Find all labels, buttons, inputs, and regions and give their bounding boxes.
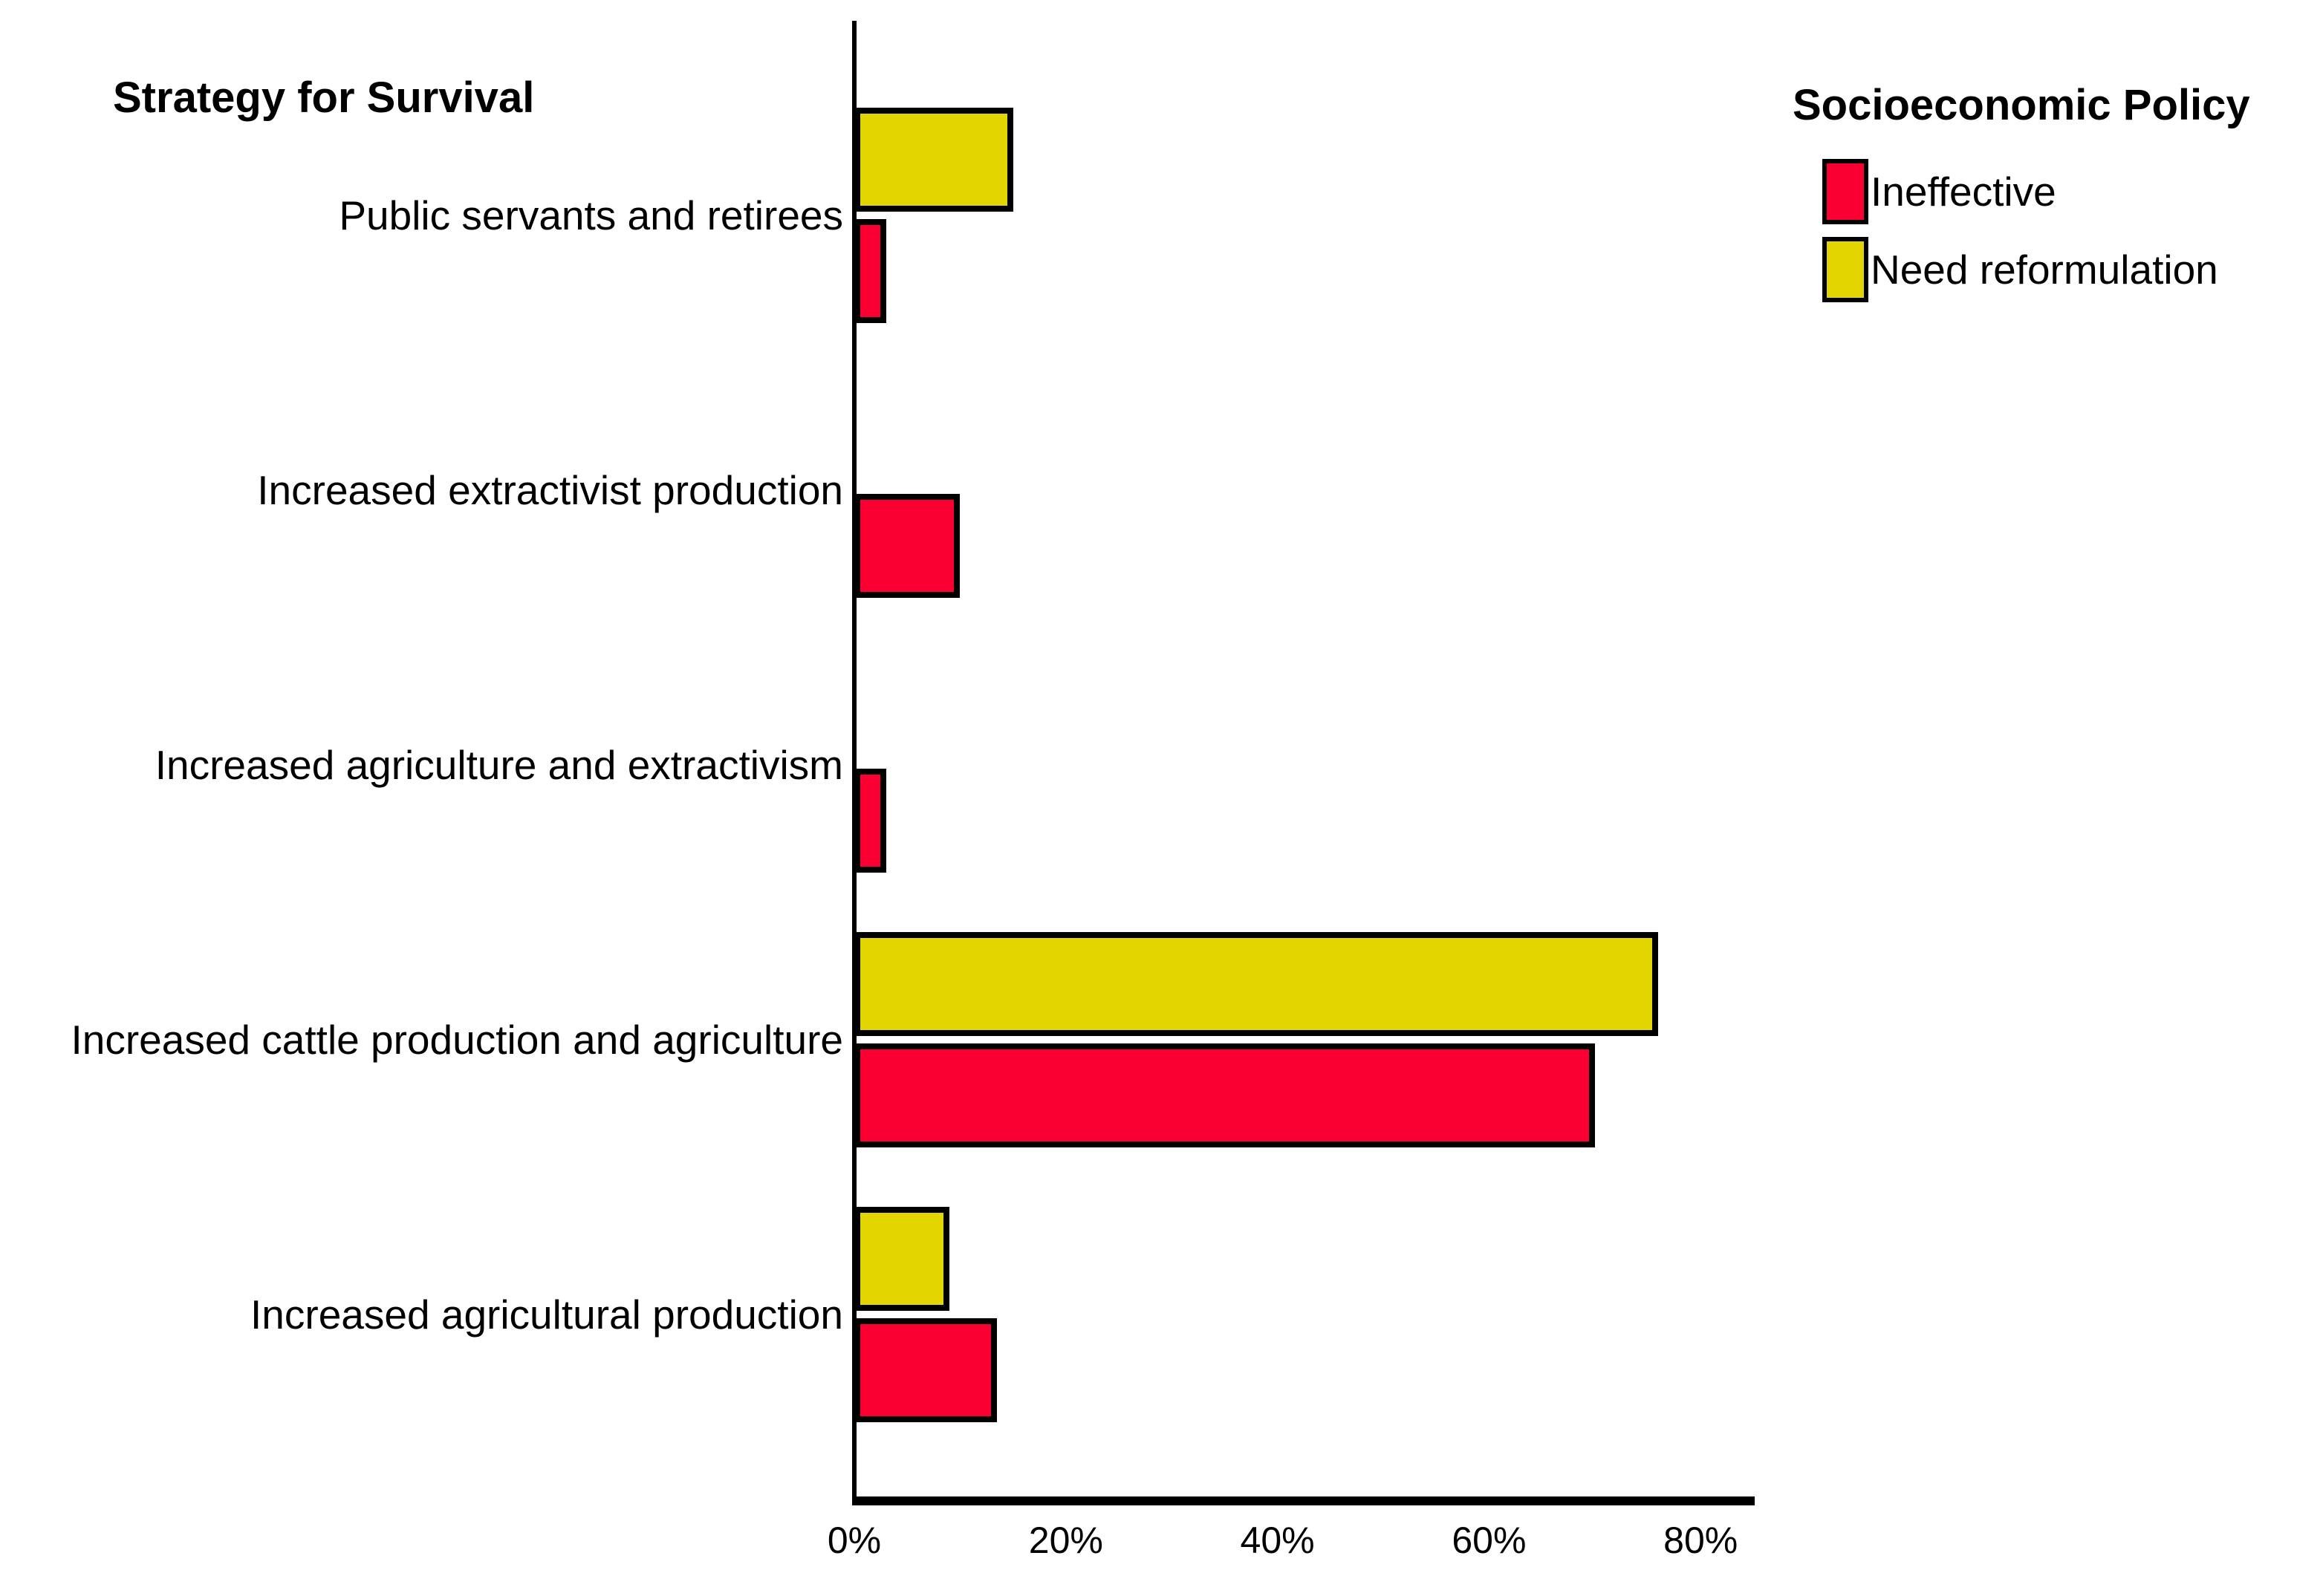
- legend-swatch-ineffective: [1822, 159, 1868, 224]
- x-tick-label-80: 80%: [1663, 1520, 1738, 1561]
- category-label-increased-cattle-production-and-agriculture: Increased cattle production and agricult…: [71, 1017, 843, 1063]
- legend-item-ineffective: Ineffective: [1822, 157, 2056, 226]
- legend-label-need-reformulation: Need reformulation: [1871, 247, 2218, 293]
- legend: Socioeconomic Policy Ineffective Need re…: [1793, 80, 2250, 302]
- bar-ineffective-increased-extractivist-production: [854, 494, 960, 598]
- category-label-increased-extractivist-production: Increased extractivist production: [257, 467, 843, 513]
- y-axis-line: [852, 21, 857, 1505]
- category-label-increased-agriculture-and-extractivism: Increased agriculture and extractivism: [155, 742, 843, 788]
- bar-need-reformulation-public-servants-and-retirees: [854, 108, 1013, 212]
- bar-ineffective-increased-agriculture-and-extractivism: [854, 769, 886, 873]
- bar-need-reformulation-increased-cattle-production-and-agriculture: [854, 932, 1658, 1036]
- x-tick-label-20: 20%: [1028, 1520, 1103, 1561]
- category-axis-title: Strategy for Survival: [113, 74, 535, 122]
- x-tick-label-0: 0%: [827, 1520, 882, 1561]
- legend-item-need-reformulation: Need reformulation: [1822, 235, 2218, 304]
- bar-need-reformulation-increased-agricultural-production: [854, 1207, 949, 1311]
- x-tick-label-40: 40%: [1240, 1520, 1315, 1561]
- category-label-increased-agricultural-production: Increased agricultural production: [250, 1292, 843, 1338]
- legend-swatch-need-reformulation: [1822, 237, 1868, 302]
- bar-ineffective-increased-cattle-production-and-agriculture: [854, 1043, 1595, 1147]
- x-axis-line: [852, 1496, 1755, 1505]
- legend-label-ineffective: Ineffective: [1871, 169, 2056, 215]
- category-label-public-servants-and-retirees: Public servants and retirees: [339, 192, 843, 238]
- bar-ineffective-public-servants-and-retirees: [854, 219, 886, 323]
- legend-title: Socioeconomic Policy: [1793, 81, 2250, 129]
- x-tick-label-60: 60%: [1452, 1520, 1527, 1561]
- bar-ineffective-increased-agricultural-production: [854, 1318, 997, 1422]
